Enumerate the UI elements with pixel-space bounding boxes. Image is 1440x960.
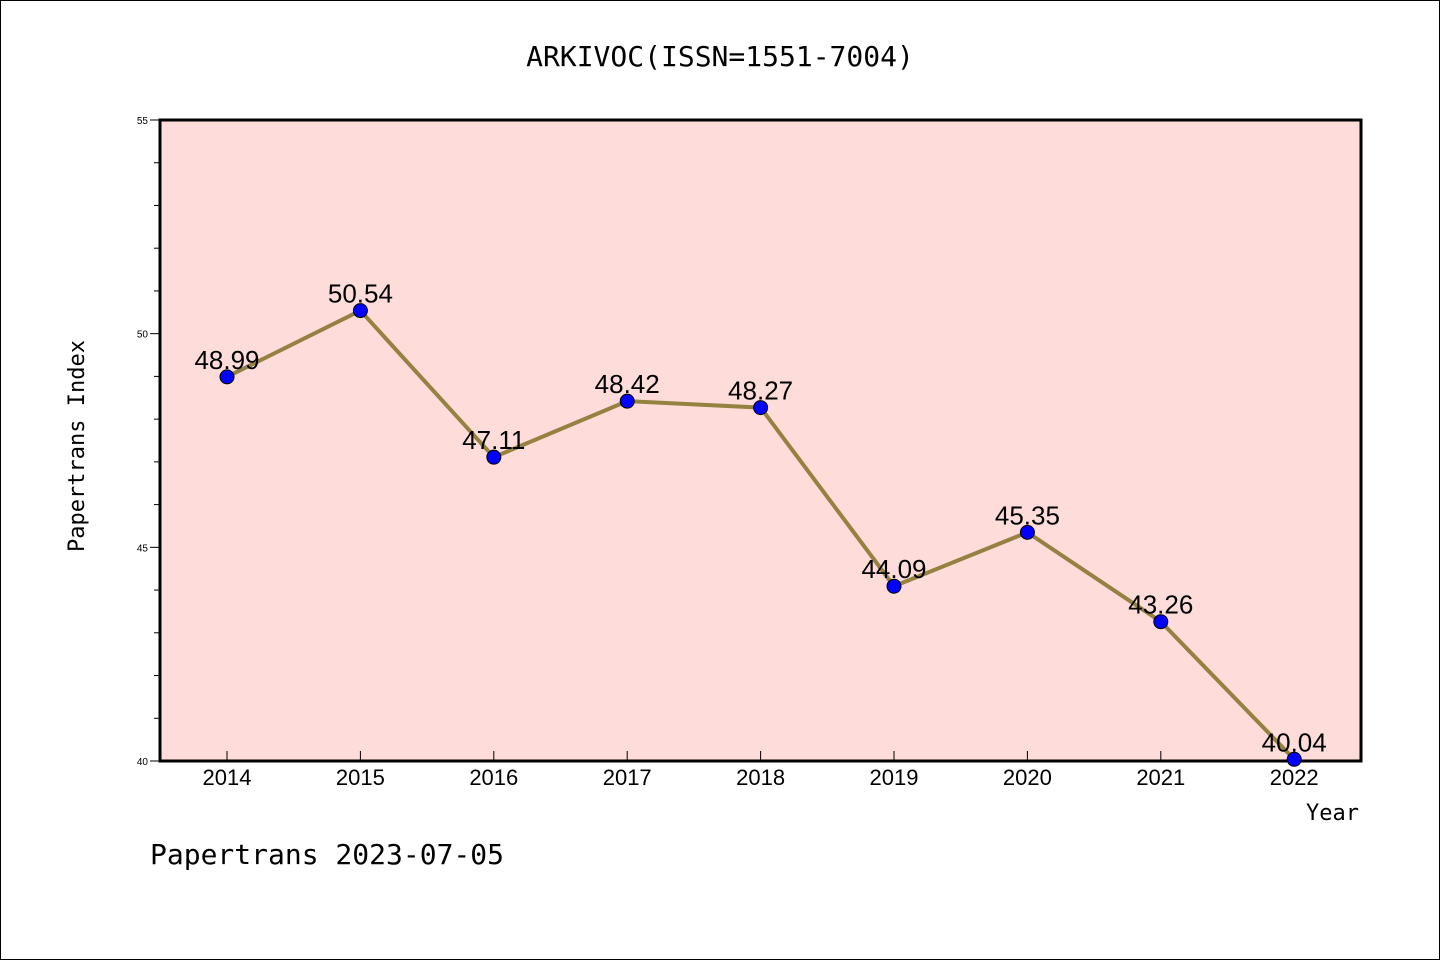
y-tick-label: 45 xyxy=(137,543,149,554)
footer-text: Papertrans 2023-07-05 xyxy=(150,838,504,871)
y-tick-label: 55 xyxy=(137,116,149,127)
plot-area xyxy=(158,118,1363,763)
data-point xyxy=(1286,751,1302,767)
data-point xyxy=(352,303,368,319)
data-point xyxy=(619,393,635,409)
data-point xyxy=(753,400,769,416)
x-tick-label: 2015 xyxy=(336,765,385,790)
x-axis: 2014 2015 2016 2017 2018 2019 2020 2021 2022 xyxy=(203,751,1319,790)
y-tick-label: 50 xyxy=(137,330,149,341)
x-tick-label: 2018 xyxy=(736,765,785,790)
data-markers xyxy=(219,303,1302,767)
data-point xyxy=(886,578,902,594)
x-tick-label: 2020 xyxy=(1003,765,1052,790)
data-label: 45.35 xyxy=(995,500,1060,530)
y-axis-label: Papertrans Index xyxy=(65,340,90,552)
y-axis: 40 45 50 55 xyxy=(137,116,160,768)
data-label: 50.54 xyxy=(328,279,393,309)
data-label: 47.11 xyxy=(462,425,525,455)
x-tick-label: 2017 xyxy=(603,765,652,790)
data-point xyxy=(219,369,235,385)
data-label: 43.26 xyxy=(1128,590,1193,620)
data-label: 44.09 xyxy=(861,554,926,584)
data-label: 40.04 xyxy=(1262,727,1327,757)
x-tick-label: 2022 xyxy=(1270,765,1319,790)
x-tick-label: 2014 xyxy=(203,765,252,790)
x-tick-label: 2016 xyxy=(469,765,518,790)
data-labels: 48.99 50.54 47.11 48.42 48.27 44.09 45.35 43.26… xyxy=(194,279,1326,758)
data-label: 48.42 xyxy=(595,369,660,399)
x-axis-label: Year xyxy=(1306,801,1359,826)
x-tick-label: 2021 xyxy=(1136,765,1185,790)
data-point xyxy=(1019,524,1035,540)
data-label: 48.27 xyxy=(728,376,793,406)
y-tick-label: 40 xyxy=(137,757,149,768)
data-point xyxy=(1153,614,1169,630)
data-label: 48.99 xyxy=(194,345,259,375)
x-tick-label: 2019 xyxy=(870,765,919,790)
chart-title: ARKIVOC(ISSN=1551-7004) xyxy=(526,40,914,73)
data-point xyxy=(486,449,502,465)
